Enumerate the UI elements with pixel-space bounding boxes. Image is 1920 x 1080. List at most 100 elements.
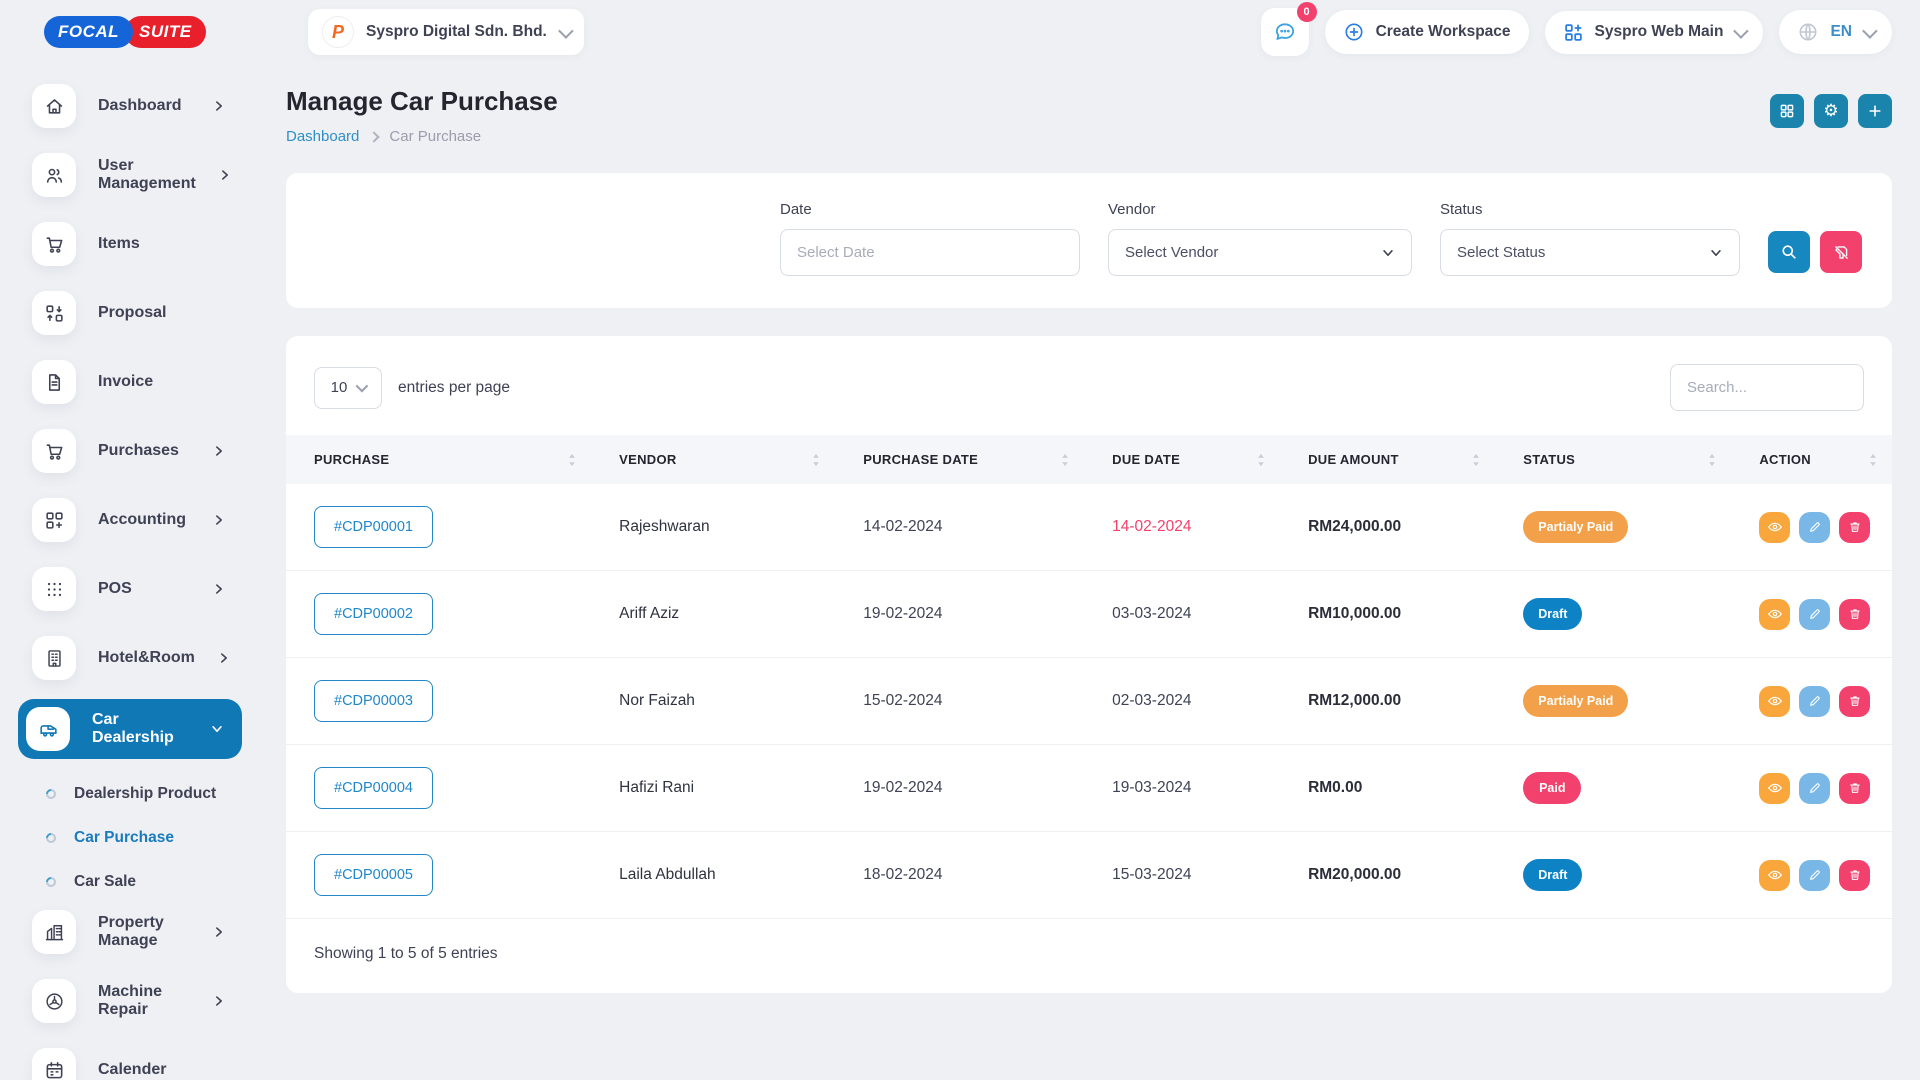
proposal-icon [32, 291, 76, 335]
property-icon [32, 910, 76, 954]
edit-button[interactable] [1799, 512, 1830, 543]
pencil-icon [1808, 520, 1822, 534]
pencil-icon [1808, 607, 1822, 621]
chat-button[interactable]: 0 [1261, 8, 1309, 56]
chevron-right-icon [217, 651, 231, 665]
delete-button[interactable] [1839, 686, 1870, 717]
sidebar-item-proposal[interactable]: Proposal [18, 285, 242, 341]
pencil-icon [1808, 868, 1822, 882]
delete-button[interactable] [1839, 599, 1870, 630]
vendor-filter-select[interactable]: Select Vendor [1108, 229, 1412, 276]
column-header-purchase-date[interactable]: PURCHASE DATE [835, 435, 1084, 484]
entries-per-page-label: entries per page [398, 379, 510, 397]
chevron-down-icon [1734, 23, 1750, 39]
chevron-down-icon [210, 722, 224, 736]
purchase-number-button[interactable]: #CDP00004 [314, 767, 433, 809]
table-row: #CDP00002 Ariff Aziz 19-02-2024 03-03-20… [286, 571, 1892, 658]
sidebar-item-car-dealership[interactable]: Car Dealership [18, 699, 242, 759]
purchase-date: 18-02-2024 [863, 866, 942, 883]
column-header-due-date[interactable]: DUE DATE [1084, 435, 1280, 484]
sort-icon [811, 453, 821, 467]
chevron-right-icon [212, 582, 226, 596]
table-search-input[interactable] [1670, 364, 1864, 411]
view-button[interactable] [1759, 860, 1790, 891]
filter-panel: Date Vendor Select Vendor Status Select … [286, 173, 1892, 308]
language-selector[interactable]: EN [1779, 10, 1892, 54]
date-filter-input[interactable] [780, 229, 1080, 276]
delete-button[interactable] [1839, 773, 1870, 804]
add-purchase-button[interactable] [1858, 94, 1892, 128]
sidebar: Dashboard User Management Items [0, 64, 256, 1080]
sidebar-subitem-car-purchase[interactable]: Car Purchase [0, 816, 256, 860]
workspace-selector[interactable]: P Syspro Digital Sdn. Bhd. [308, 9, 584, 55]
edit-button[interactable] [1799, 599, 1830, 630]
column-header-action[interactable]: ACTION [1731, 435, 1892, 484]
trash-icon [1848, 607, 1862, 621]
sidebar-item-invoice[interactable]: Invoice [18, 354, 242, 410]
sidebar-item-accounting[interactable]: Accounting [18, 492, 242, 548]
purchase-number-button[interactable]: #CDP00003 [314, 680, 433, 722]
vendor-filter-label: Vendor [1108, 201, 1412, 218]
edit-button[interactable] [1799, 860, 1830, 891]
delete-button[interactable] [1839, 860, 1870, 891]
view-button[interactable] [1759, 686, 1790, 717]
bullet-icon [44, 875, 58, 889]
status-filter-label: Status [1440, 201, 1740, 218]
sidebar-item-items[interactable]: Items [18, 216, 242, 272]
column-header-purchase[interactable]: PURCHASE [286, 435, 591, 484]
eye-icon [1767, 780, 1783, 796]
entries-per-page-select[interactable]: 10 [314, 367, 382, 409]
language-label: EN [1830, 23, 1852, 41]
view-button[interactable] [1759, 512, 1790, 543]
purchase-date: 19-02-2024 [863, 605, 942, 622]
workspace-switcher[interactable]: Syspro Web Main [1545, 11, 1764, 54]
sidebar-item-purchases[interactable]: Purchases [18, 423, 242, 479]
chevron-right-icon [212, 444, 226, 458]
breadcrumb-dashboard-link[interactable]: Dashboard [286, 128, 359, 145]
sidebar-item-hotel-room[interactable]: Hotel&Room [18, 630, 242, 686]
sidebar-item-user-management[interactable]: User Management [18, 147, 242, 203]
sidebar-item-machine-repair[interactable]: Machine Repair [18, 973, 242, 1029]
due-amount: RM24,000.00 [1308, 518, 1401, 535]
edit-button[interactable] [1799, 686, 1830, 717]
view-button[interactable] [1759, 599, 1790, 630]
sidebar-item-dashboard[interactable]: Dashboard [18, 78, 242, 134]
filter-clear-button[interactable] [1820, 231, 1862, 273]
chevron-right-icon [212, 925, 226, 939]
purchase-number-button[interactable]: #CDP00001 [314, 506, 433, 548]
purchase-number-button[interactable]: #CDP00002 [314, 593, 433, 635]
column-header-status[interactable]: STATUS [1495, 435, 1731, 484]
sidebar-item-calender[interactable]: Calender [18, 1042, 242, 1080]
column-header-due-amount[interactable]: DUE AMOUNT [1280, 435, 1495, 484]
purchase-number-button[interactable]: #CDP00005 [314, 854, 433, 896]
bullet-icon [44, 831, 58, 845]
table-row: #CDP00004 Hafizi Rani 19-02-2024 19-03-2… [286, 745, 1892, 832]
sort-icon [567, 453, 577, 467]
due-amount: RM12,000.00 [1308, 692, 1401, 709]
grid-view-button[interactable] [1770, 94, 1804, 128]
status-filter-select[interactable]: Select Status [1440, 229, 1740, 276]
sidebar-item-pos[interactable]: POS [18, 561, 242, 617]
view-button[interactable] [1759, 773, 1790, 804]
building-icon [32, 636, 76, 680]
clear-filter-icon [1833, 244, 1850, 261]
app-logo[interactable]: FOCAL SUITE [0, 16, 256, 48]
sort-icon [1868, 453, 1878, 467]
car-icon [26, 707, 70, 751]
vendor-name: Hafizi Rani [619, 779, 694, 796]
delete-button[interactable] [1839, 512, 1870, 543]
sidebar-subitem-dealership-product[interactable]: Dealership Product [0, 772, 256, 816]
settings-button[interactable]: ⚙ [1814, 94, 1848, 128]
due-amount: RM20,000.00 [1308, 866, 1401, 883]
logo-focal: FOCAL [44, 16, 133, 48]
filter-search-button[interactable] [1768, 231, 1810, 273]
column-header-vendor[interactable]: VENDOR [591, 435, 835, 484]
create-workspace-button[interactable]: Create Workspace [1325, 10, 1529, 54]
purchase-date: 14-02-2024 [863, 518, 942, 535]
due-date: 19-03-2024 [1112, 779, 1191, 796]
status-badge: Partialy Paid [1523, 685, 1628, 717]
sidebar-subitem-car-sale[interactable]: Car Sale [0, 860, 256, 904]
status-badge: Paid [1523, 772, 1581, 804]
edit-button[interactable] [1799, 773, 1830, 804]
sidebar-item-property-manage[interactable]: Property Manage [18, 904, 242, 960]
